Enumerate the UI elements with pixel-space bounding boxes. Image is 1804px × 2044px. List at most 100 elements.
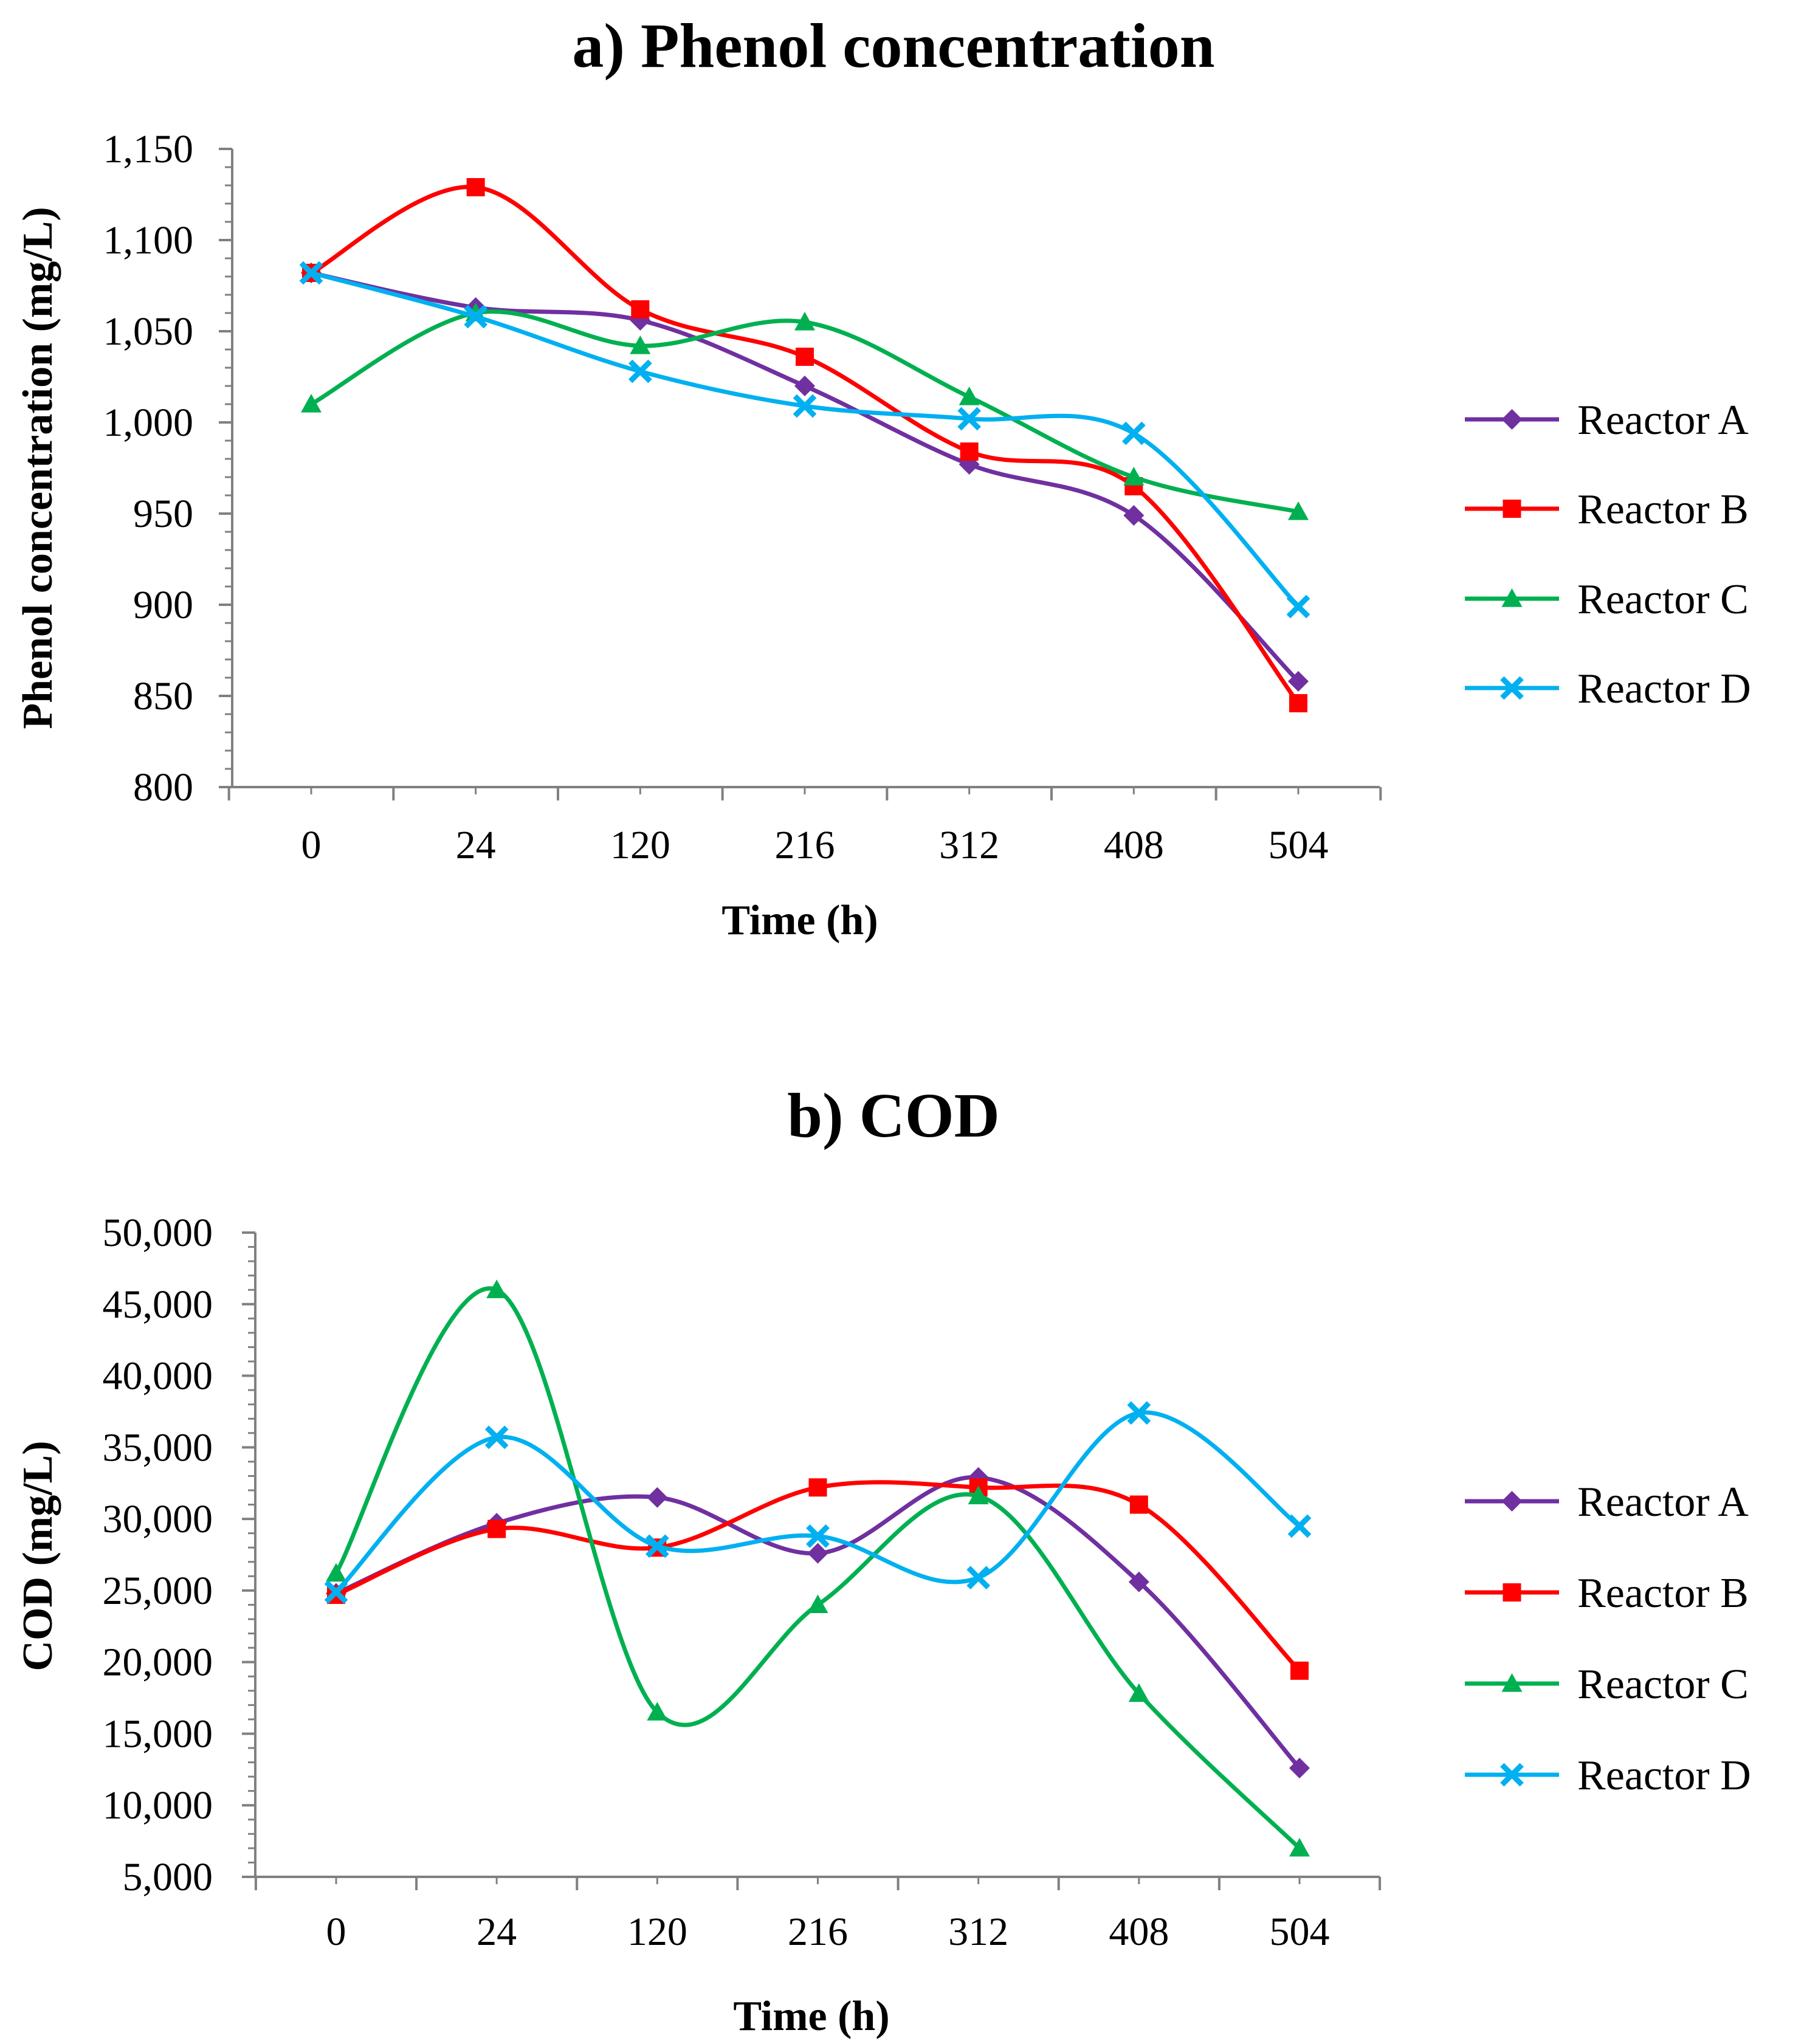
data-point [1128, 1571, 1149, 1592]
chart-phenol: a) Phenol concentration 800 850 900 950 1,000… [15, 11, 1751, 944]
data-point [484, 1425, 509, 1450]
x-tick-label: 312 [939, 823, 999, 867]
series-reactor-a [326, 1467, 1310, 1778]
legend-entry: Reactor B [1465, 486, 1749, 533]
data-point [960, 442, 979, 461]
x-tick-label: 0 [301, 823, 322, 867]
data-point [647, 1487, 668, 1508]
x-tick-label: 120 [627, 1910, 687, 1954]
series-reactor-d [324, 1401, 1312, 1604]
legend-marker [1501, 588, 1523, 607]
legend-entry: Reactor C [1465, 576, 1749, 623]
legend-label: Reactor B [1577, 486, 1749, 533]
legend-label: Reactor B [1577, 1570, 1749, 1617]
legend-marker [1501, 1491, 1523, 1512]
y-tick-label: 1,150 [103, 127, 194, 171]
series-line [334, 1475, 1302, 1770]
data-point [796, 348, 814, 366]
y-tick-label: 850 [133, 674, 193, 718]
data-point [464, 305, 488, 329]
data-point [1289, 694, 1307, 712]
x-tick-label: 24 [456, 823, 496, 867]
data-point [968, 1485, 989, 1505]
data-point [1127, 1401, 1151, 1425]
legend-label: Reactor A [1577, 397, 1749, 444]
y-tick-label: 50,000 [103, 1211, 213, 1255]
y-tick-label: 15,000 [103, 1712, 213, 1756]
x-tick-label: 408 [1104, 823, 1164, 867]
data-point [645, 1534, 669, 1558]
y-tick-label: 45,000 [103, 1282, 213, 1327]
legend-label: Reactor A [1577, 1479, 1749, 1526]
legend-label: Reactor D [1577, 1752, 1751, 1799]
data-point [1289, 1757, 1310, 1778]
x-axis-title: Time (h) [721, 897, 878, 944]
data-point [1123, 467, 1145, 486]
x-tick-label: 24 [477, 1910, 517, 1954]
series-reactor-c [326, 1279, 1310, 1857]
y-tick-label: 1,100 [103, 218, 194, 263]
data-point [794, 376, 815, 396]
chart-cod: b) COD 5,000 10,000 15,000 20,000 25,000 30,00… [15, 1081, 1751, 2040]
data-point [793, 394, 817, 418]
legend-entry: Reactor A [1465, 397, 1749, 444]
legend-label: Reactor C [1577, 576, 1749, 623]
y-axis-title: Phenol concentration (mg/L) [15, 207, 61, 729]
y-tick-label: 25,000 [103, 1569, 213, 1613]
y-tick-label: 1,050 [103, 309, 194, 354]
series-reactor-c [301, 303, 1309, 520]
legend-marker [1500, 1763, 1524, 1787]
data-point [1288, 671, 1309, 692]
series-line [334, 1286, 1302, 1851]
y-tick-label: 40,000 [103, 1354, 213, 1399]
y-tick-label: 30,000 [103, 1497, 213, 1541]
data-point [466, 178, 485, 196]
data-point [1123, 505, 1145, 526]
data-point [1128, 1683, 1149, 1702]
data-point [647, 1702, 668, 1721]
series-reactor-d [299, 261, 1310, 619]
series-line [309, 309, 1301, 514]
data-point [301, 394, 322, 413]
legend-marker [1501, 1673, 1523, 1692]
legend-label: Reactor D [1577, 666, 1751, 712]
y-axis-title: COD (mg/L) [15, 1440, 61, 1671]
data-point [486, 1279, 508, 1298]
data-point [808, 1478, 827, 1497]
legend-label: Reactor C [1577, 1661, 1749, 1708]
x-tick-label: 504 [1270, 1910, 1330, 1954]
data-point [631, 300, 650, 318]
x-tick-label: 216 [775, 823, 835, 867]
series-line [334, 1410, 1302, 1594]
data-point [1290, 1661, 1309, 1680]
series-line [334, 1480, 1302, 1673]
legend-entry: Reactor A [1465, 1479, 1749, 1526]
y-tick-label: 900 [133, 583, 193, 627]
data-point [1286, 594, 1310, 619]
data-point [806, 1524, 830, 1548]
data-point [326, 1563, 346, 1582]
series-line [309, 270, 1301, 684]
data-point [1287, 1514, 1312, 1538]
data-point [1129, 1495, 1148, 1514]
data-point [794, 312, 815, 331]
y-tick-label: 35,000 [103, 1425, 213, 1470]
x-tick-label: 216 [788, 1910, 848, 1954]
x-axis-title: Time (h) [733, 1993, 889, 2040]
legend-entry: Reactor B [1465, 1570, 1749, 1617]
data-point [628, 359, 652, 384]
data-point [299, 261, 323, 285]
data-point [807, 1594, 828, 1614]
data-point [487, 1519, 506, 1538]
x-tick-label: 0 [326, 1910, 346, 1954]
y-tick-label: 1,000 [103, 401, 194, 445]
y-tick-label: 20,000 [103, 1640, 213, 1685]
data-point [966, 1566, 991, 1590]
legend-marker [1501, 409, 1523, 430]
x-tick-label: 504 [1269, 823, 1329, 867]
x-tick-label: 120 [610, 823, 670, 867]
data-point [957, 407, 982, 431]
chart-title: a) Phenol concentration [572, 11, 1214, 81]
series-reactor-b [302, 178, 1307, 712]
